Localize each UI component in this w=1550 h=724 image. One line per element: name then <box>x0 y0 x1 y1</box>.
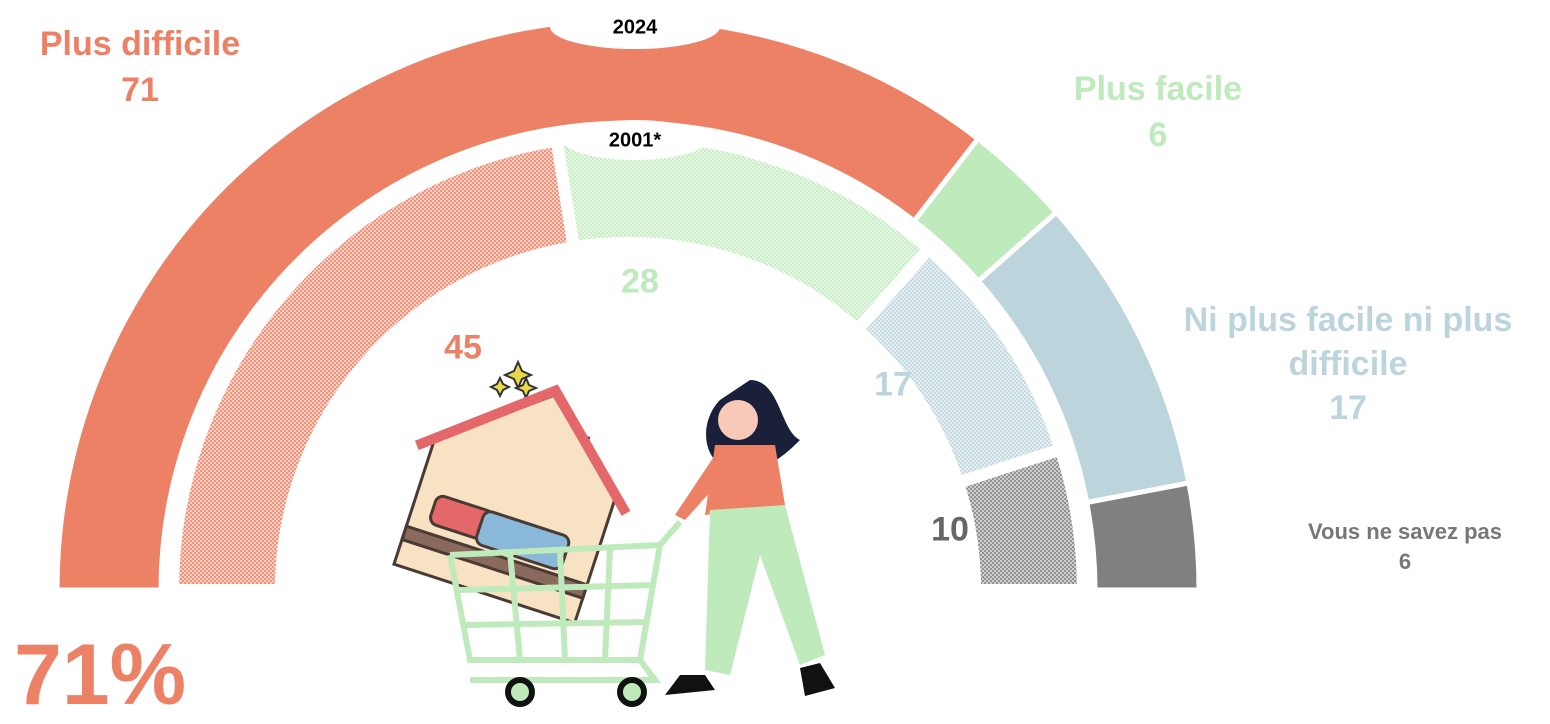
category-label: Ni plus facile ni plus difficile <box>1183 301 1513 384</box>
illustration <box>392 359 835 707</box>
series-label: 2001* <box>609 129 661 151</box>
value-label: 17 <box>874 365 912 404</box>
hatch <box>166 133 581 596</box>
year-badge <box>550 5 720 49</box>
value-label: 6 <box>1148 116 1168 154</box>
value-label: 71 <box>121 71 159 109</box>
value-label: 6 <box>1398 549 1412 574</box>
ring-segment <box>54 16 982 593</box>
value-label: 45 <box>444 328 482 367</box>
value-label: 10 <box>931 510 969 549</box>
value-label: 17 <box>1329 389 1367 427</box>
rings <box>54 16 1202 596</box>
series-label: 2024 <box>613 16 658 38</box>
value-label: 28 <box>621 262 659 301</box>
year-badge <box>563 120 707 160</box>
category-label: Plus difficile <box>39 25 241 63</box>
category-label: Vous ne savez pas <box>1307 519 1502 544</box>
headline: 71% <box>14 627 187 723</box>
hatch <box>950 441 1090 596</box>
category-label: Plus facile <box>1073 70 1243 108</box>
ring-segment <box>1083 480 1202 593</box>
